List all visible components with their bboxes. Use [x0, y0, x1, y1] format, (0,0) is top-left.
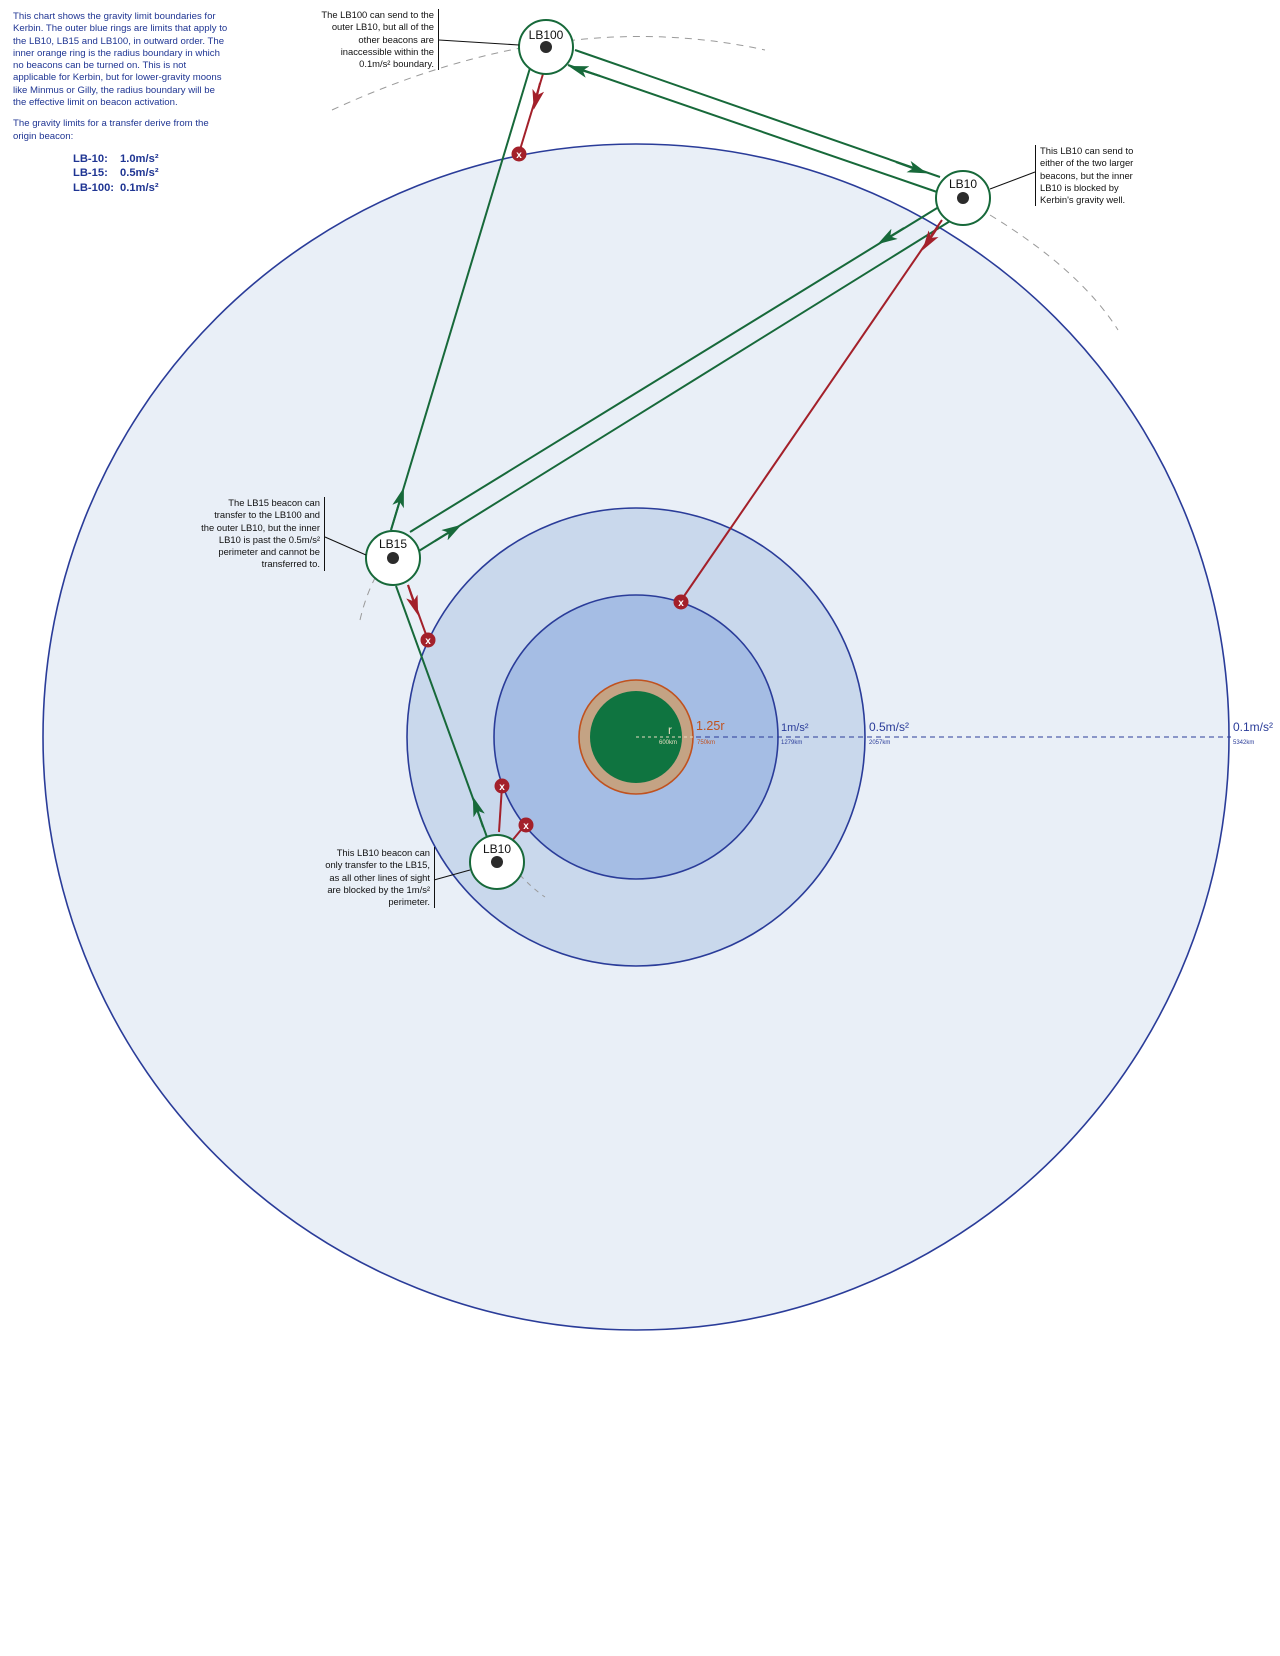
path-lb15-to-lb10-outer [413, 217, 956, 555]
ring3-km-label: 5342km [1233, 740, 1254, 746]
path-lb10-outer-to-lb100 [567, 64, 938, 193]
ring2-label: 0.5m/s² [869, 720, 909, 734]
beacon-lb10-inner: LB10 [469, 834, 525, 890]
path-lb15-to-lb100 [390, 67, 531, 531]
blocked-marker-4: x [494, 778, 510, 794]
intro-panel: This chart shows the gravity limit bound… [13, 11, 228, 195]
blocked-lb15-to-lb10-inner-arrow [406, 584, 419, 616]
svg-text:x: x [425, 636, 431, 647]
limit-lb10: LB-10: 1.0m/s² [73, 152, 159, 165]
blocked-marker-2: x [673, 594, 689, 610]
orbit-arc-lb10-outer [989, 214, 1119, 331]
svg-text:x: x [499, 782, 505, 793]
blocked-marker-3: x [420, 632, 436, 648]
path-lb100-to-lb10-outer [574, 49, 941, 178]
leader-lb100 [438, 39, 520, 46]
limit-lb15: LB-15: 0.5m/s² [73, 167, 159, 180]
blocked-lb10-outer-to-inner-arrow [922, 226, 939, 251]
orbit-arc-lb10-inner [519, 874, 546, 898]
svg-text:LB15: LB15 [379, 537, 407, 551]
intro-transfer-note: The gravity limits for a transfer derive… [13, 118, 209, 142]
svg-text:x: x [516, 150, 522, 161]
path-lb10-outer-to-lb15-arrow [877, 227, 905, 245]
svg-text:LB10: LB10 [949, 177, 977, 191]
blocked-lb100-to-lb15-arrow [532, 82, 545, 110]
note-lb100: The LB100 can send to the outer LB10, bu… [318, 9, 439, 71]
path-lb15-to-lb10-outer-arrow [434, 524, 462, 542]
orbit-arc-lb100 [331, 36, 766, 111]
path-lb10-outer-to-lb15 [409, 204, 943, 533]
blocked-lb10-outer-to-inner [679, 219, 943, 603]
blocked-lb10-inner-up [498, 785, 503, 833]
note-lb10-inner: This LB10 beacon can only transfer to th… [319, 847, 435, 909]
leader-lb10-inner [433, 869, 471, 881]
svg-text:LB10: LB10 [483, 842, 511, 856]
ring1-km-label: 1279km [781, 740, 802, 746]
ring2-km-label: 2057km [869, 740, 890, 746]
path-lb100-to-lb10-outer-arrow [895, 160, 928, 174]
note-lb15: The LB15 beacon can transfer to the LB10… [199, 497, 325, 571]
blocked-marker-1: x [511, 146, 527, 162]
ring3-label: 0.1m/s² [1233, 720, 1273, 734]
beacon-lb15: LB15 [365, 530, 421, 586]
limit-lb100: LB-100: 0.1m/s² [73, 181, 159, 194]
gravity-limits-list: LB-10: 1.0m/s² LB-15: 0.5m/s² LB-100: 0.1m/… [73, 152, 228, 196]
leader-lb15 [324, 536, 367, 556]
exclusion-label: 1.25r [696, 719, 725, 733]
path-lb10-outer-to-lb100-arrow [568, 65, 601, 78]
svg-text:x: x [523, 821, 529, 832]
path-lb15-to-lb100-arrow [390, 487, 404, 531]
svg-text:x: x [678, 598, 684, 609]
radius-km-label: 600km [659, 740, 677, 746]
leader-lb10-outer [989, 171, 1036, 190]
beacon-lb10-outer: LB10 [935, 170, 991, 226]
path-lb10-inner-to-lb15-arrow [472, 796, 485, 828]
intro-paragraph: This chart shows the gravity limit bound… [13, 11, 228, 109]
radius-label: r [668, 723, 672, 737]
note-lb10-outer: This LB10 can send to either of the two … [1035, 145, 1152, 207]
ring1-label: 1m/s² [781, 722, 809, 734]
blocked-marker-5: x [518, 817, 534, 833]
exclusion-km-label: 750km [697, 740, 715, 746]
beacon-lb100: LB100 [518, 19, 574, 75]
svg-text:LB100: LB100 [529, 28, 564, 42]
